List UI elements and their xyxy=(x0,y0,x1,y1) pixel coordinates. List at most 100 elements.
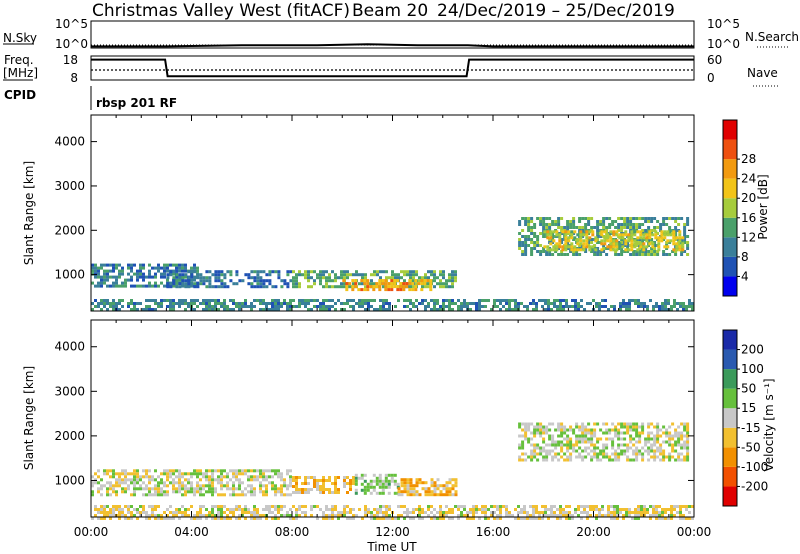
echo-cell xyxy=(554,452,558,456)
echo-cell xyxy=(247,469,250,473)
echo-cell xyxy=(538,514,541,517)
echo-cell xyxy=(238,308,241,311)
echo-cell xyxy=(557,428,561,432)
echo-cell xyxy=(629,440,633,444)
echo-cell xyxy=(130,275,133,279)
echo-cell xyxy=(579,233,583,237)
echo-cell xyxy=(663,230,667,234)
echo-cell xyxy=(148,469,151,473)
echo-cell xyxy=(490,308,493,311)
echo-cell xyxy=(628,302,631,305)
echo-cell xyxy=(685,305,688,308)
echo-cell xyxy=(634,299,637,302)
echo-cell xyxy=(106,284,109,288)
echo-cell xyxy=(160,305,163,308)
echo-cell xyxy=(379,305,382,308)
echo-cell xyxy=(127,472,130,476)
echo-cell xyxy=(523,305,526,308)
echo-cell xyxy=(268,505,271,508)
echo-cell xyxy=(550,302,553,305)
echo-cell xyxy=(505,508,508,511)
echo-cell xyxy=(163,266,166,270)
echo-cell xyxy=(610,514,613,517)
echo-cell xyxy=(658,505,661,508)
echo-cell xyxy=(643,514,646,517)
echo-cell xyxy=(271,475,274,479)
echo-cell xyxy=(406,493,410,497)
echo-cell xyxy=(668,241,672,244)
echo-cell xyxy=(686,422,690,426)
echo-cell xyxy=(211,285,215,289)
echo-cell xyxy=(625,308,628,311)
echo-cell xyxy=(325,276,328,280)
echo-cell xyxy=(526,308,529,311)
echo-cell xyxy=(635,455,639,459)
echo-cell xyxy=(587,238,591,241)
echo-cell xyxy=(253,511,256,514)
echo-cell xyxy=(620,226,624,229)
echo-cell xyxy=(651,233,655,237)
echo-cell xyxy=(463,505,466,508)
echo-cell xyxy=(460,308,463,311)
echo-cell xyxy=(630,242,634,246)
echo-cell xyxy=(677,217,681,220)
echo-cell xyxy=(520,302,523,305)
echo-cell xyxy=(445,484,449,488)
echo-cell xyxy=(560,241,564,244)
echo-cell xyxy=(429,282,433,286)
echo-cell xyxy=(97,302,100,305)
echo-cell xyxy=(184,263,187,267)
echo-cell xyxy=(427,282,430,286)
echo-cell xyxy=(580,305,583,308)
x-tick-label: 00:00 xyxy=(74,525,109,539)
y-tick-label: 2000 xyxy=(54,429,85,443)
echo-cell xyxy=(97,469,100,473)
echo-cell xyxy=(524,223,528,226)
echo-cell xyxy=(635,440,639,444)
echo-cell xyxy=(375,282,379,286)
echo-cell xyxy=(259,285,263,289)
echo-cell xyxy=(691,308,694,311)
echo-cell xyxy=(581,428,585,432)
echo-cell xyxy=(378,485,382,489)
echo-cell xyxy=(307,270,310,274)
echo-cell xyxy=(662,455,666,459)
echo-cell xyxy=(361,517,364,520)
echo-cell xyxy=(133,487,136,491)
echo-cell xyxy=(184,472,187,476)
echo-cell xyxy=(265,505,268,508)
echo-cell xyxy=(277,517,280,520)
echo-cell xyxy=(166,478,169,482)
echo-cell xyxy=(634,517,637,520)
echo-cell xyxy=(250,305,253,308)
echo-cell xyxy=(442,273,445,277)
echo-cell xyxy=(617,458,621,462)
echo-cell xyxy=(605,422,609,426)
echo-cell xyxy=(393,479,397,483)
echo-cell xyxy=(381,491,385,495)
echo-cell xyxy=(205,302,208,305)
echo-cell xyxy=(181,269,184,273)
echo-cell xyxy=(226,308,229,311)
echo-cell xyxy=(414,285,418,289)
echo-cell xyxy=(628,511,631,514)
echo-cell xyxy=(554,220,558,223)
echo-cell xyxy=(578,428,582,432)
echo-cell xyxy=(448,493,452,497)
echo-cell xyxy=(636,230,640,234)
echo-cell xyxy=(112,487,115,491)
power-colorbar-label: Power [dB] xyxy=(756,174,770,239)
echo-cell xyxy=(688,505,691,508)
echo-cell xyxy=(193,270,197,274)
echo-cell xyxy=(602,223,606,226)
echo-cell xyxy=(545,250,549,253)
echo-cell xyxy=(205,472,208,476)
echo-cell xyxy=(521,229,525,232)
echo-cell xyxy=(478,299,481,302)
echo-cell xyxy=(572,217,576,220)
echo-cell xyxy=(277,302,280,305)
echo-cell xyxy=(615,248,619,252)
echo-cell xyxy=(490,514,493,517)
echo-cell xyxy=(154,514,157,517)
